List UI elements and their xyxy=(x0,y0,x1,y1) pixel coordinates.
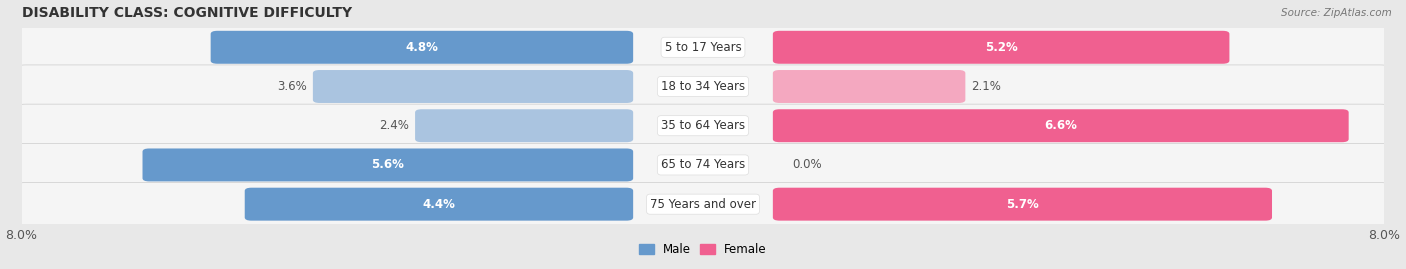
Text: Source: ZipAtlas.com: Source: ZipAtlas.com xyxy=(1281,8,1392,18)
Text: 5.2%: 5.2% xyxy=(984,41,1018,54)
FancyBboxPatch shape xyxy=(13,183,1393,226)
FancyBboxPatch shape xyxy=(13,104,1393,147)
Text: 35 to 64 Years: 35 to 64 Years xyxy=(661,119,745,132)
FancyBboxPatch shape xyxy=(13,143,1393,186)
Text: 4.8%: 4.8% xyxy=(405,41,439,54)
FancyBboxPatch shape xyxy=(245,188,633,221)
FancyBboxPatch shape xyxy=(314,70,633,103)
FancyBboxPatch shape xyxy=(13,26,1393,69)
Text: 2.1%: 2.1% xyxy=(972,80,1001,93)
Text: 5.6%: 5.6% xyxy=(371,158,405,171)
FancyBboxPatch shape xyxy=(13,65,1393,108)
FancyBboxPatch shape xyxy=(773,109,1348,142)
Text: 5 to 17 Years: 5 to 17 Years xyxy=(665,41,741,54)
Text: 18 to 34 Years: 18 to 34 Years xyxy=(661,80,745,93)
FancyBboxPatch shape xyxy=(773,70,966,103)
Text: 6.6%: 6.6% xyxy=(1045,119,1077,132)
FancyBboxPatch shape xyxy=(773,31,1229,64)
Text: 65 to 74 Years: 65 to 74 Years xyxy=(661,158,745,171)
FancyBboxPatch shape xyxy=(211,31,633,64)
Text: 75 Years and over: 75 Years and over xyxy=(650,198,756,211)
Text: DISABILITY CLASS: COGNITIVE DIFFICULTY: DISABILITY CLASS: COGNITIVE DIFFICULTY xyxy=(21,6,351,20)
FancyBboxPatch shape xyxy=(142,148,633,181)
FancyBboxPatch shape xyxy=(773,188,1272,221)
Text: 0.0%: 0.0% xyxy=(793,158,823,171)
Text: 2.4%: 2.4% xyxy=(380,119,409,132)
Text: 4.4%: 4.4% xyxy=(422,198,456,211)
Text: 3.6%: 3.6% xyxy=(277,80,307,93)
Text: 5.7%: 5.7% xyxy=(1007,198,1039,211)
Legend: Male, Female: Male, Female xyxy=(634,239,772,261)
FancyBboxPatch shape xyxy=(415,109,633,142)
